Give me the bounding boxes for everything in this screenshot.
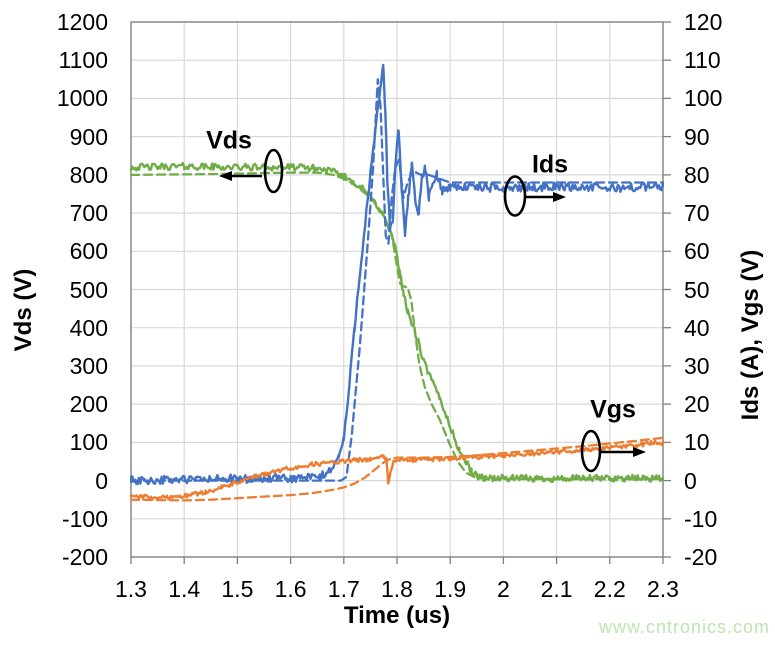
y-axis-tick-label: 50 xyxy=(684,276,710,303)
vds-highlight-ellipse xyxy=(263,148,284,194)
left-axis-title: Vds (V) xyxy=(10,268,37,352)
y-axis-tick-label: -100 xyxy=(61,505,108,532)
x-axis-tick-label: 2.1 xyxy=(540,576,573,602)
y-axis-tick-label: 800 xyxy=(69,161,108,188)
x-axis-tick-label: 1.7 xyxy=(327,576,360,602)
y-axis-tick-label: 0 xyxy=(684,467,697,494)
y-axis-tick-label: 40 xyxy=(684,314,710,341)
y-axis-tick-label: 60 xyxy=(684,238,710,265)
y-axis-tick-label: 80 xyxy=(684,161,710,188)
y-axis-tick-label: 200 xyxy=(69,391,108,418)
y-axis-tick-label: 900 xyxy=(69,123,108,150)
right-axis-title: Ids (A), Vgs (V) xyxy=(737,249,764,421)
x-axis-tick-label: 1.4 xyxy=(168,576,201,602)
y-axis-tick-label: 30 xyxy=(684,352,710,379)
y-axis-tick-label: 1100 xyxy=(58,47,108,74)
x-axis-tick-label: 2 xyxy=(496,576,510,602)
vgs-curve-label: Vgs xyxy=(590,395,636,424)
series-ids-simulated-line xyxy=(130,78,664,482)
watermark-text: www.cntronics.com xyxy=(598,617,770,637)
x-axis-tick-label: 2.2 xyxy=(593,576,626,602)
x-axis-title: Time (us) xyxy=(343,602,451,629)
ids-arrowhead-icon xyxy=(553,192,566,202)
ids-highlight-ellipse xyxy=(503,175,527,217)
series-vgs-measured-line xyxy=(130,439,664,501)
y-axis-tick-label: 1200 xyxy=(56,9,108,35)
y-axis-tick-label: 500 xyxy=(69,276,108,303)
y-axis-tick-label: 120 xyxy=(684,9,723,35)
y-axis-tick-label: -20 xyxy=(684,544,718,570)
x-axis-tick-label: 1.5 xyxy=(221,576,254,602)
x-axis-tick-label: 1.9 xyxy=(434,576,467,602)
vds-arrowhead-icon xyxy=(219,171,232,181)
y-axis-tick-label: 0 xyxy=(95,467,108,494)
y-axis-tick-label: -10 xyxy=(684,505,718,532)
vds-curve-label: Vds xyxy=(206,126,252,155)
y-axis-tick-label: 700 xyxy=(69,200,108,227)
x-axis-tick-label: 1.3 xyxy=(115,576,147,602)
y-axis-tick-label: 100 xyxy=(69,429,108,456)
x-axis-tick-label: 2.3 xyxy=(647,576,679,602)
y-axis-tick-label: 10 xyxy=(684,429,710,456)
series-vds-measured-line xyxy=(130,161,664,483)
vgs-arrowhead-icon xyxy=(633,447,646,457)
ids-curve-label: Ids xyxy=(531,150,569,179)
series-vgs-simulated-line xyxy=(130,436,664,502)
series-ids-measured-line xyxy=(130,63,664,486)
y-axis-tick-label: 110 xyxy=(684,47,721,74)
vgs-highlight-ellipse xyxy=(580,429,602,473)
y-axis-tick-label: -200 xyxy=(61,544,108,570)
y-axis-tick-label: 20 xyxy=(684,391,710,418)
y-axis-tick-label: 70 xyxy=(684,200,710,227)
y-axis-tick-label: 300 xyxy=(69,352,108,379)
y-axis-tick-label: 1000 xyxy=(56,85,108,112)
x-axis-tick-label: 1.6 xyxy=(274,576,307,602)
y-axis-tick-label: 100 xyxy=(684,85,723,112)
x-axis-tick-label: 1.8 xyxy=(381,576,413,602)
y-axis-tick-label: 90 xyxy=(684,123,710,150)
y-axis-tick-label: 600 xyxy=(69,238,108,265)
y-axis-tick-label: 400 xyxy=(69,314,108,341)
